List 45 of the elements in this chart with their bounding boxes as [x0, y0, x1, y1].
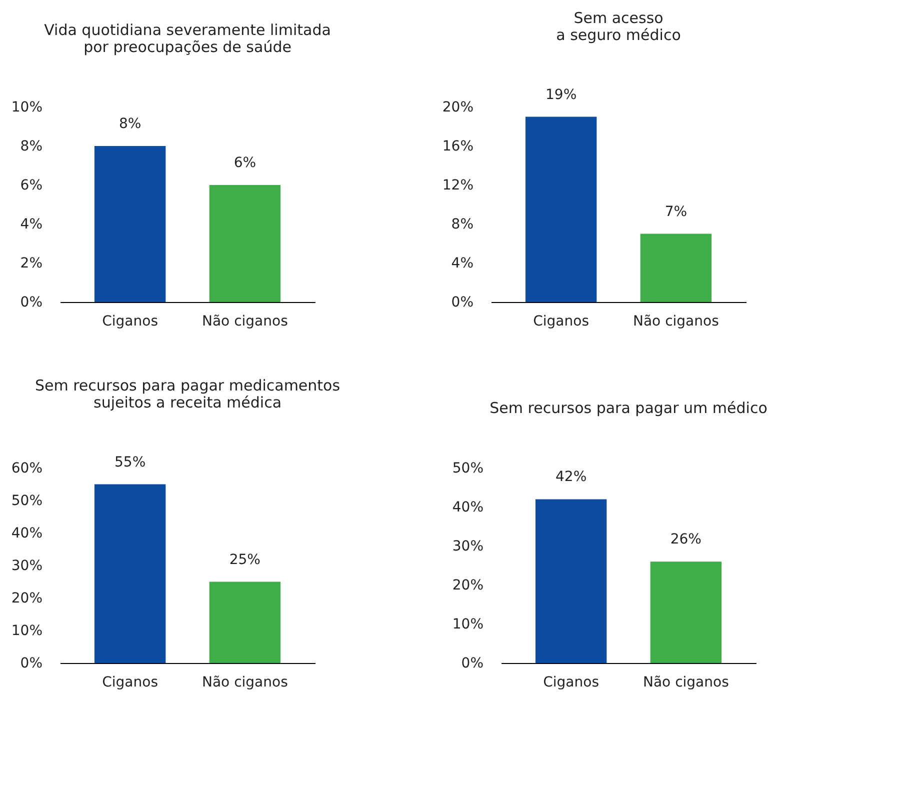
x-tick-label: Ciganos [543, 674, 600, 690]
data-label: 26% [670, 532, 702, 548]
data-label: 42% [556, 469, 587, 486]
data-label: 8% [118, 116, 142, 132]
x-tick-label: Ciganos [102, 314, 158, 330]
y-tick-label: 0% [451, 294, 474, 310]
y-tick-label: 4% [451, 256, 474, 272]
y-tick-label: 10% [11, 623, 42, 639]
y-tick-label: 60% [11, 460, 42, 476]
data-label: 19% [546, 86, 577, 103]
y-tick-label: 20% [442, 100, 474, 116]
y-tick-label: 6% [20, 178, 42, 194]
chart-title: Vida quotidiana severamente limitada por preocupações de saúde [44, 21, 331, 56]
y-tick-label: 50% [452, 460, 484, 476]
x-tick-label: Não ciganos [643, 674, 729, 690]
y-tick-label: 16% [442, 138, 474, 154]
y-tick-label: 10% [11, 100, 42, 116]
y-tick-label: 0% [20, 294, 42, 310]
y-tick-label: 12% [442, 178, 474, 194]
x-tick-label: Ciganos [102, 674, 158, 690]
chart-title: Sem recursos para pagar um médico [490, 399, 768, 417]
y-tick-label: 0% [20, 656, 42, 672]
y-tick-label: 0% [461, 656, 484, 672]
y-tick-label: 2% [20, 256, 42, 272]
y-tick-label: 20% [452, 578, 484, 594]
data-label: 25% [229, 552, 260, 568]
x-tick-label: Ciganos [533, 314, 590, 330]
x-tick-label: Não ciganos [633, 314, 719, 330]
y-tick-label: 30% [452, 538, 484, 554]
y-tick-label: 20% [11, 590, 42, 606]
chart-title: Sem recursos para pagar medicamentos sujeitos a receita médica [34, 376, 340, 412]
y-tick-label: 10% [452, 616, 484, 632]
y-tick-label: 30% [11, 558, 42, 574]
data-label: 7% [664, 204, 688, 220]
y-tick-label: 8% [20, 138, 42, 154]
y-tick-label: 40% [11, 526, 42, 542]
y-tick-label: 50% [11, 493, 42, 509]
y-tick-label: 4% [20, 216, 42, 232]
y-tick-label: 8% [451, 216, 474, 232]
x-tick-label: Não ciganos [202, 314, 288, 330]
y-tick-label: 40% [452, 500, 484, 516]
x-tick-label: Não ciganos [202, 674, 288, 690]
chart-title: Sem acesso a seguro médico [556, 8, 681, 44]
data-label: 55% [114, 454, 146, 470]
data-label: 6% [234, 155, 256, 171]
